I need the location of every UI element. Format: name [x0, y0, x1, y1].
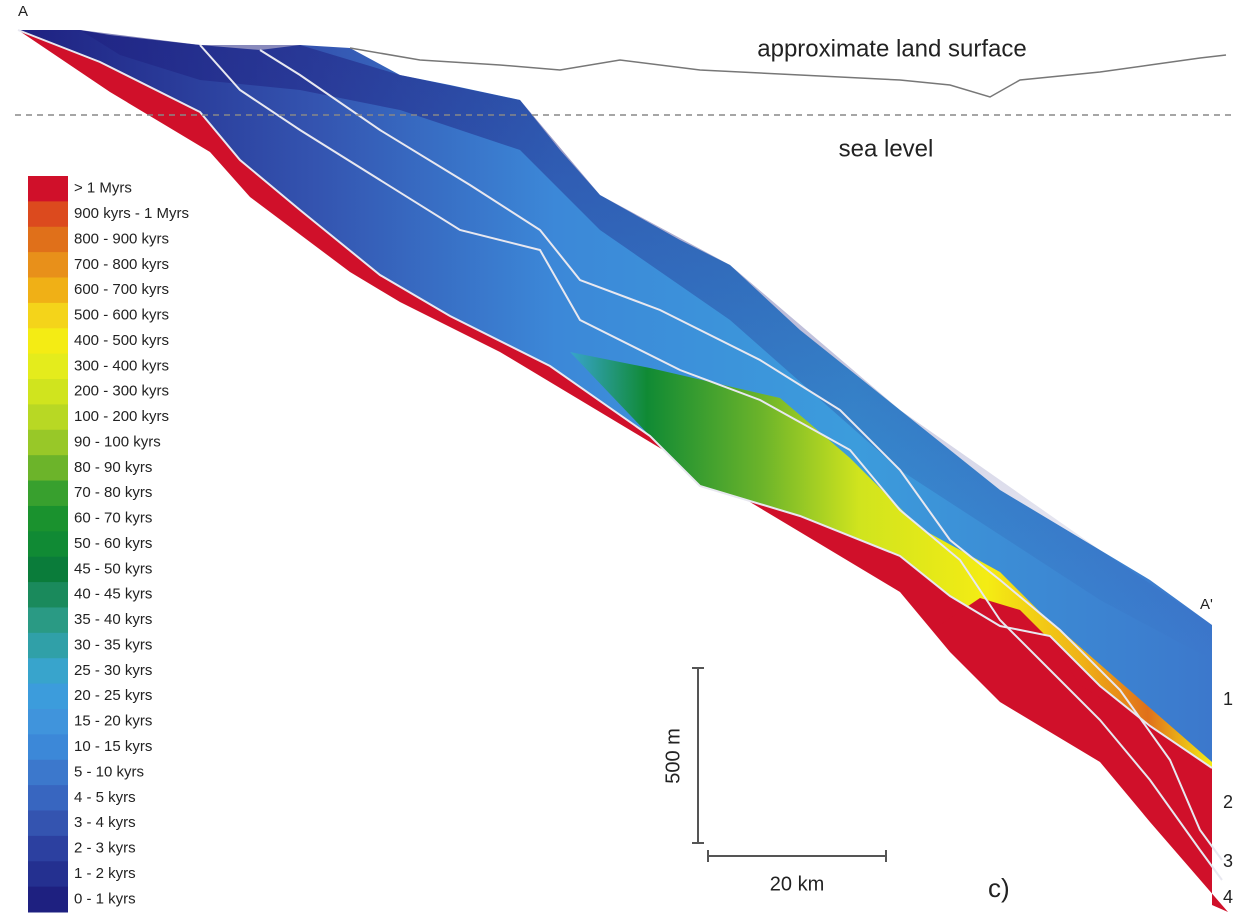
legend-swatch: [28, 835, 68, 862]
legend-swatch: [28, 810, 68, 837]
legend-label: 5 - 10 kyrs: [74, 763, 144, 780]
unit-label: 2: [1223, 792, 1233, 812]
legend-swatch: [28, 582, 68, 608]
legend-swatch: [28, 328, 68, 355]
legend-label: 700 - 800 kyrs: [74, 256, 169, 273]
legend-swatch: [28, 302, 68, 329]
legend-label: 60 - 70 kyrs: [74, 510, 152, 527]
legend-label: 15 - 20 kyrs: [74, 713, 152, 730]
layer-boundary: [199, 44, 1223, 881]
legend-swatch: [28, 353, 68, 380]
legend-swatch: [28, 480, 68, 507]
legend-swatch: [28, 201, 68, 228]
legend-label: > 1 Myrs: [74, 180, 132, 197]
legend-swatch: [28, 505, 68, 532]
legend-label: 35 - 40 kyrs: [74, 611, 152, 628]
legend-label: 10 - 15 kyrs: [74, 738, 152, 755]
panel-label: c): [988, 873, 1010, 903]
legend-label: 400 - 500 kyrs: [74, 332, 169, 349]
legend-swatch: [28, 658, 68, 685]
legend-swatch: [28, 531, 68, 558]
legend-label: 2 - 3 kyrs: [74, 840, 136, 857]
unit-label: 1: [1223, 689, 1233, 709]
legend-swatch: [28, 785, 68, 811]
legend-label: 80 - 90 kyrs: [74, 459, 152, 476]
dark-top: [80, 30, 1212, 660]
legend: > 1 Myrs 900 kyrs - 1 Myrs 800 - 900 kyrs 7…: [28, 176, 189, 913]
land-surface-label: approximate land surface: [757, 35, 1026, 62]
legend-label: 600 - 700 kyrs: [74, 281, 169, 298]
legend-swatch: [28, 176, 68, 202]
legend-label: 800 - 900 kyrs: [74, 230, 169, 247]
old-water-zone: [570, 352, 1212, 768]
legend-swatch: [28, 734, 68, 761]
legend-label: 500 - 600 kyrs: [74, 307, 169, 324]
legend-label: 4 - 5 kyrs: [74, 789, 136, 806]
sea-level-label: sea level: [839, 135, 934, 162]
legend-swatch: [28, 455, 68, 482]
legend-swatch: [28, 429, 68, 456]
end-label: A': [1200, 596, 1213, 613]
layer-boundary: [17, 29, 1213, 769]
end-label: A: [18, 3, 28, 20]
legend-label: 1 - 2 kyrs: [74, 865, 136, 882]
legend-swatch: [28, 861, 68, 888]
unit-label: 4: [1223, 887, 1233, 907]
legend-swatch: [28, 379, 68, 405]
legend-swatch: [28, 404, 68, 431]
legend-swatch: [28, 556, 68, 583]
legend-label: 100 - 200 kyrs: [74, 408, 169, 425]
legend-swatch: [28, 708, 68, 735]
vertical-scale-label: 500 m: [662, 728, 684, 784]
basement: [18, 30, 1228, 912]
horizontal-scale-label: 20 km: [770, 873, 824, 895]
legend-label: 0 - 1 kyrs: [74, 890, 136, 907]
legend-label: 25 - 30 kyrs: [74, 662, 152, 679]
legend-swatch: [28, 632, 68, 659]
legend-label: 90 - 100 kyrs: [74, 433, 161, 450]
scale-bars: [692, 667, 887, 862]
legend-swatch: [28, 886, 68, 913]
legend-label: 20 - 25 kyrs: [74, 687, 152, 704]
legend-swatch: [28, 607, 68, 634]
legend-label: 300 - 400 kyrs: [74, 357, 169, 374]
legend-label: 45 - 50 kyrs: [74, 560, 152, 577]
legend-label: 3 - 4 kyrs: [74, 814, 136, 831]
cross-section: [15, 29, 1232, 912]
legend-swatch: [28, 759, 68, 786]
legend-label: 200 - 300 kyrs: [74, 383, 169, 400]
legend-label: 900 kyrs - 1 Myrs: [74, 205, 189, 222]
legend-swatch: [28, 277, 68, 304]
land-surface: [349, 47, 1227, 98]
unit-label: 3: [1223, 851, 1233, 871]
unit-labels: 1 2 3 4: [1223, 689, 1233, 907]
layer-boundary: [259, 49, 1223, 861]
legend-label: 50 - 60 kyrs: [74, 535, 152, 552]
legend-swatch: [28, 226, 68, 253]
legend-label: 40 - 45 kyrs: [74, 586, 152, 603]
legend-swatch: [28, 683, 68, 710]
legend-label: 70 - 80 kyrs: [74, 484, 152, 501]
legend-swatch: [28, 252, 68, 279]
upper-red-wedge: [940, 598, 1212, 775]
legend-label: 30 - 35 kyrs: [74, 636, 152, 653]
